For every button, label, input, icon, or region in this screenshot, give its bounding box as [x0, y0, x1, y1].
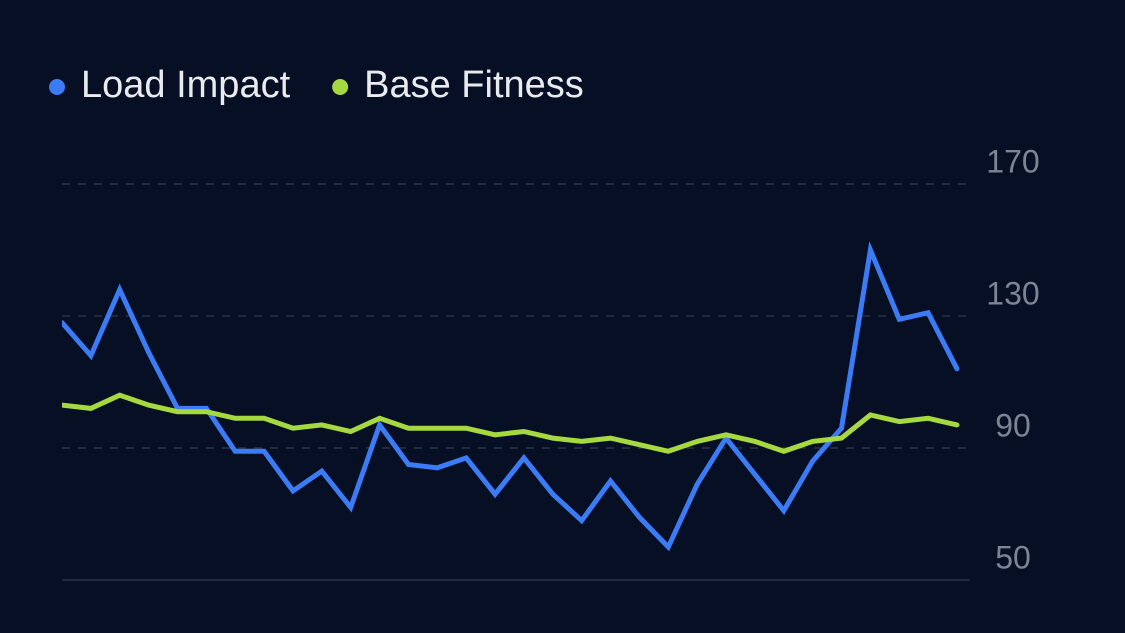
legend-dot — [332, 79, 349, 95]
legend-dot — [49, 79, 65, 95]
y-tick-label: 50 — [995, 539, 1031, 575]
plot — [62, 240, 960, 552]
series-line — [62, 392, 960, 454]
legend-label: Base Fitness — [364, 64, 584, 106]
y-tick-label: 170 — [986, 143, 1039, 179]
series-line — [62, 240, 960, 552]
y-tick-label: 90 — [995, 407, 1031, 443]
y-tick-label: 130 — [986, 275, 1039, 311]
legend-label: Load Impact — [81, 64, 291, 106]
